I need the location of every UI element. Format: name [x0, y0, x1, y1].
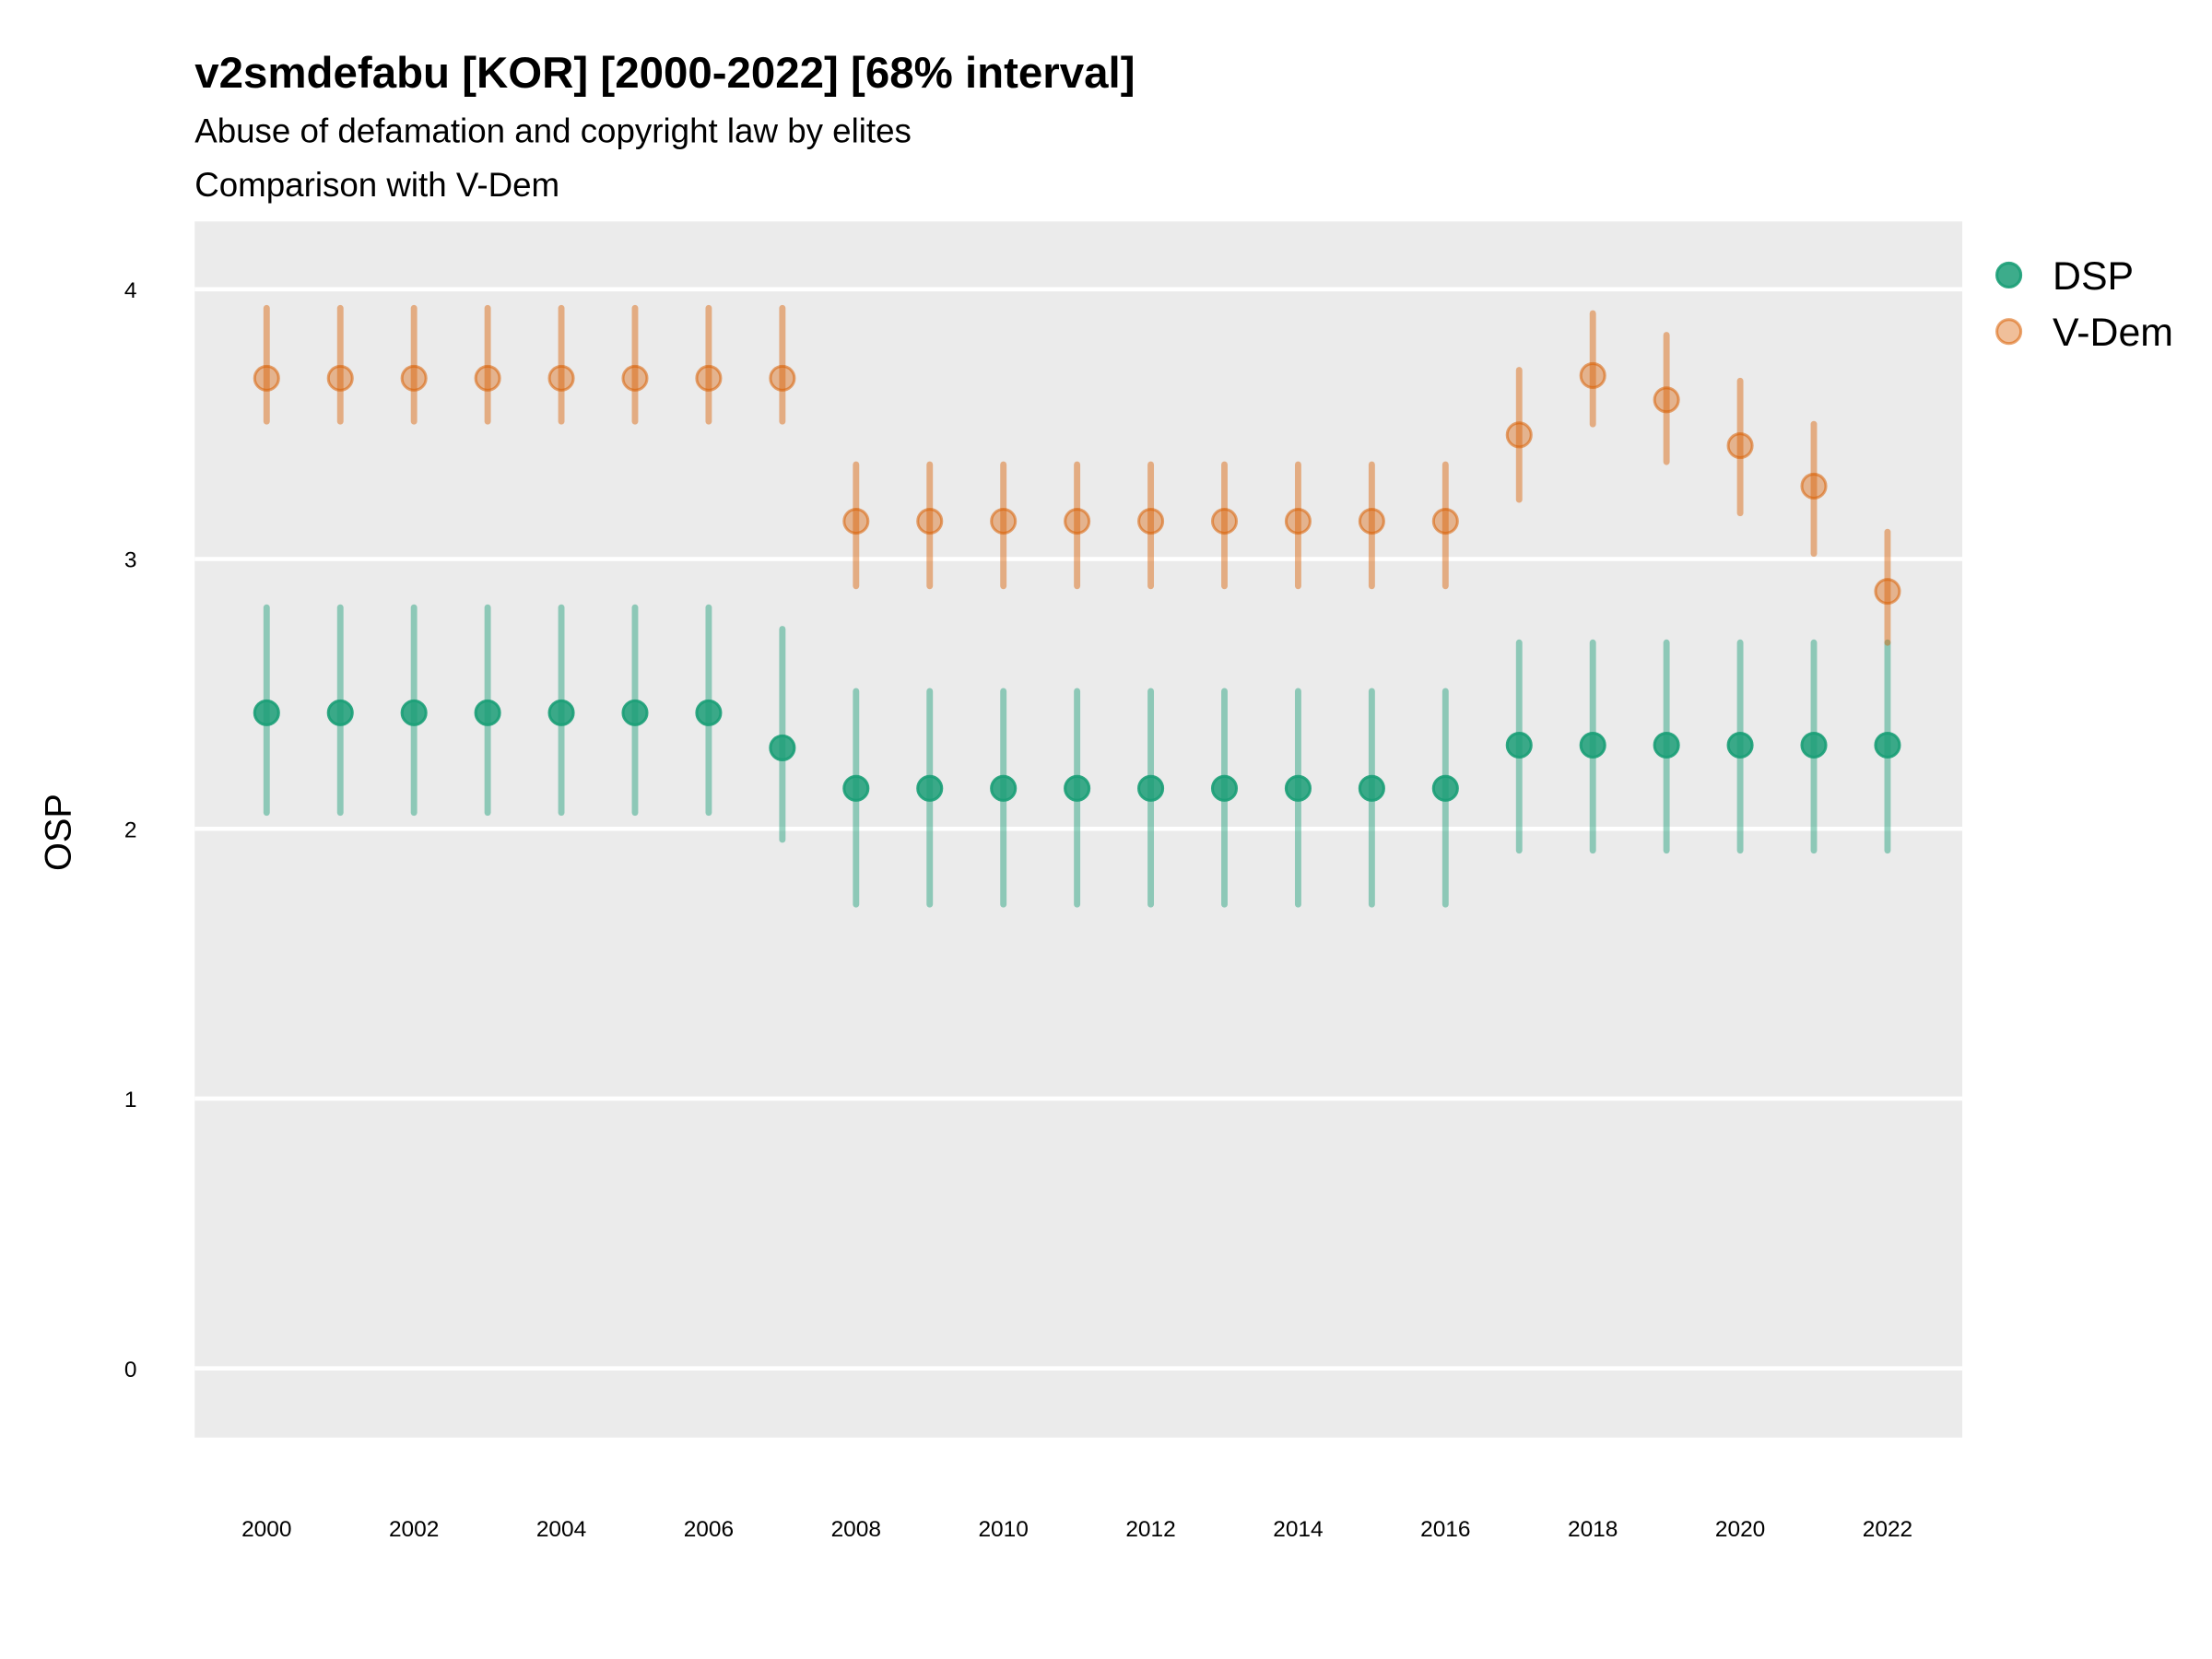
data-point — [326, 699, 354, 726]
data-point — [1800, 731, 1828, 759]
x-tick-label: 2006 — [684, 1517, 734, 1542]
data-point — [842, 774, 870, 802]
y-tick-label: 2 — [124, 818, 137, 842]
data-point — [695, 364, 723, 392]
data-point — [1431, 774, 1459, 802]
data-point — [1874, 578, 1901, 606]
data-point — [253, 699, 280, 726]
data-point — [547, 699, 575, 726]
data-point — [400, 699, 428, 726]
data-point — [1210, 507, 1239, 535]
data-point — [1505, 731, 1533, 759]
data-point — [842, 507, 870, 535]
data-point — [1874, 731, 1901, 759]
data-point — [916, 507, 944, 535]
data-point — [1431, 507, 1459, 535]
data-point — [1064, 774, 1091, 802]
x-tick-label: 2004 — [536, 1517, 586, 1542]
legend-marker — [1995, 318, 2023, 346]
y-tick-label: 0 — [124, 1358, 137, 1382]
data-point — [1579, 361, 1606, 389]
chart-title: v2smdefabu [KOR] [2000-2022] [68% interv… — [194, 49, 1135, 98]
data-point — [1358, 774, 1385, 802]
y-tick-label: 4 — [124, 278, 137, 303]
data-point — [1726, 731, 1754, 759]
data-point — [1210, 774, 1239, 802]
data-point — [400, 364, 428, 392]
x-tick-label: 2012 — [1125, 1517, 1175, 1542]
data-point — [769, 364, 796, 392]
data-point — [1284, 774, 1312, 802]
data-point — [326, 364, 354, 392]
x-tick-label: 2010 — [978, 1517, 1028, 1542]
y-tick-label: 3 — [124, 548, 137, 573]
chart-subtitle-1: Abuse of defamation and copyright law by… — [194, 112, 912, 150]
x-tick-label: 2008 — [831, 1517, 881, 1542]
data-point — [621, 364, 649, 392]
data-point — [1579, 731, 1606, 759]
legend-label: V-Dem — [2053, 311, 2173, 355]
data-point — [1505, 421, 1533, 449]
data-point — [1137, 507, 1165, 535]
data-point — [1137, 774, 1165, 802]
data-point — [1726, 432, 1754, 460]
data-point — [695, 699, 723, 726]
x-tick-label: 2016 — [1420, 1517, 1470, 1542]
data-point — [1653, 731, 1680, 759]
data-point — [547, 364, 575, 392]
x-tick-label: 2002 — [389, 1517, 439, 1542]
data-point — [916, 774, 944, 802]
data-point — [1653, 386, 1680, 414]
x-tick-label: 2022 — [1863, 1517, 1912, 1542]
data-point — [1284, 507, 1312, 535]
data-point — [1358, 507, 1385, 535]
chart-subtitle-2: Comparison with V-Dem — [194, 166, 559, 204]
series-vdem — [253, 304, 1901, 646]
data-point — [474, 364, 501, 392]
series-dsp — [253, 604, 1901, 908]
data-point — [1800, 472, 1828, 500]
data-point — [474, 699, 501, 726]
data-point — [621, 699, 649, 726]
data-point — [1064, 507, 1091, 535]
y-axis-label: OSP — [39, 794, 79, 871]
y-tick-label: 1 — [124, 1088, 137, 1112]
data-point — [990, 507, 1018, 535]
data-point — [253, 364, 280, 392]
legend-label: DSP — [2053, 254, 2134, 299]
x-tick-label: 2020 — [1715, 1517, 1765, 1542]
data-point — [769, 734, 796, 761]
legend-marker — [1995, 261, 2023, 289]
data-point — [990, 774, 1018, 802]
x-tick-label: 2018 — [1568, 1517, 1618, 1542]
x-tick-label: 2014 — [1273, 1517, 1323, 1542]
x-tick-label: 2000 — [241, 1517, 291, 1542]
